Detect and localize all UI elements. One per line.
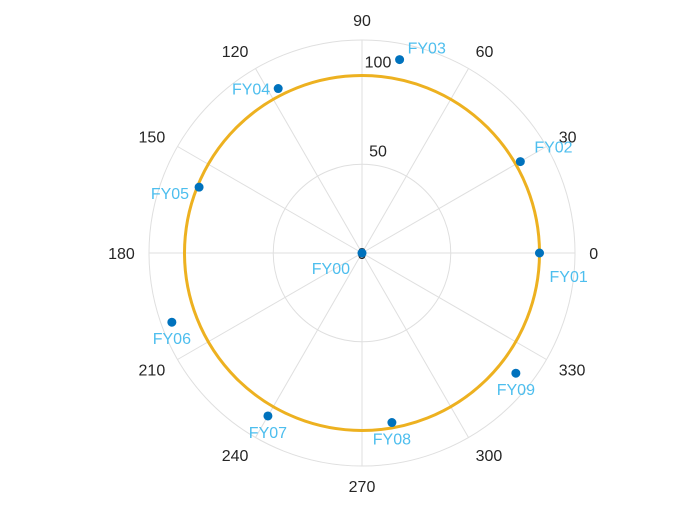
angle-tick-label-150: 150 <box>139 129 166 146</box>
angle-tick-label-270: 270 <box>349 479 376 496</box>
angle-tick-label-120: 120 <box>222 44 249 61</box>
angle-tick-label-330: 330 <box>559 363 586 380</box>
spoke-60 <box>361 68 469 254</box>
point-fy09 <box>511 368 521 378</box>
point-label-fy09: FY09 <box>497 382 535 399</box>
data-point-labels: FY00 FY01 FY02 FY03 FY04 FY05 FY06 FY07 FY08 FY09 <box>151 41 588 449</box>
point-label-fy00: FY00 <box>312 261 350 278</box>
spoke-150 <box>177 146 363 254</box>
angle-tick-label-240: 240 <box>222 448 249 465</box>
radius-tick-label-50: 50 <box>369 143 387 160</box>
spoke-300 <box>361 252 469 438</box>
point-label-fy06: FY06 <box>153 331 191 348</box>
point-label-fy04: FY04 <box>232 82 270 99</box>
spoke-120 <box>255 68 363 254</box>
point-label-fy05: FY05 <box>151 186 189 203</box>
angle-tick-label-210: 210 <box>139 363 166 380</box>
point-label-fy07: FY07 <box>249 425 287 442</box>
point-fy06 <box>167 317 177 327</box>
point-fy08 <box>387 418 397 428</box>
point-label-fy02: FY02 <box>534 140 572 157</box>
angle-tick-label-0: 0 <box>589 246 598 263</box>
point-fy05 <box>194 182 204 192</box>
angle-tick-label-180: 180 <box>108 246 135 263</box>
angle-tick-label-60: 60 <box>476 44 494 61</box>
point-fy00 <box>357 248 367 258</box>
angle-tick-labels: 0 30 60 90 120 150 180 210 240 270 300 330 <box>108 13 598 496</box>
point-label-fy03: FY03 <box>408 41 446 58</box>
angle-tick-label-300: 300 <box>476 448 503 465</box>
point-fy07 <box>263 411 273 421</box>
radius-tick-label-100: 100 <box>365 55 392 72</box>
data-points <box>167 55 544 428</box>
spoke-240 <box>255 252 363 438</box>
angle-tick-label-90: 90 <box>353 13 371 30</box>
spoke-330 <box>361 252 547 360</box>
point-fy01 <box>535 248 544 258</box>
point-label-fy01: FY01 <box>550 269 588 286</box>
angle-tick-label-30: 30 <box>559 129 577 146</box>
point-label-fy08: FY08 <box>373 432 411 449</box>
point-fy02 <box>515 157 525 167</box>
point-fy04 <box>273 84 283 94</box>
point-fy03 <box>395 55 405 65</box>
